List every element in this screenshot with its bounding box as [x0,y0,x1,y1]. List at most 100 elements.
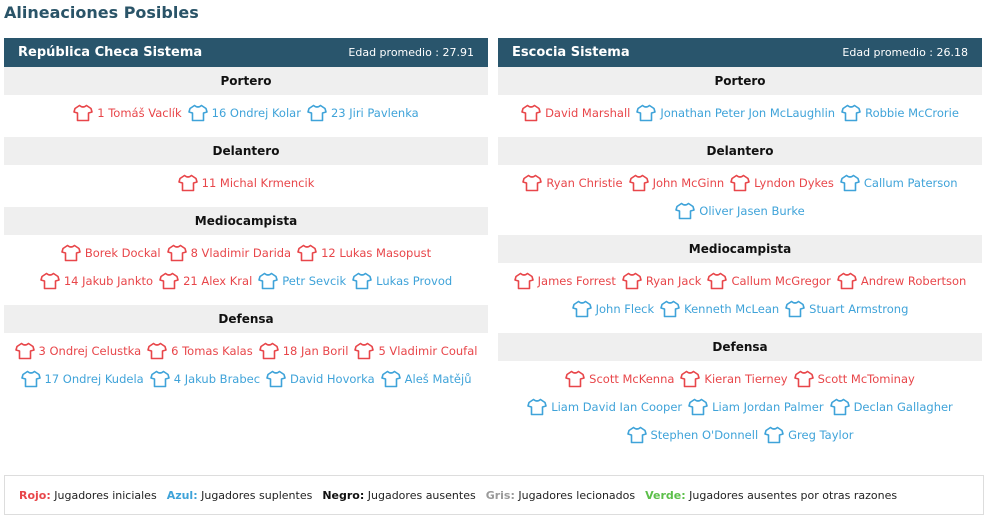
shirt-icon [40,272,60,290]
player-name: Jonathan Peter Jon McLaughlin [660,106,836,120]
shirt-icon [527,398,547,416]
player-link[interactable]: Jonathan Peter Jon McLaughlin [636,104,835,122]
section-header-delantero: Delantero [498,137,982,165]
player-link[interactable]: Callum McGregor [707,272,831,290]
player-link[interactable]: John Fleck [571,300,654,318]
player-link[interactable]: 17 Ondrej Kudela [20,370,144,388]
shirt-icon [841,104,861,122]
shirt-icon [680,370,701,388]
player-name: Liam David Ian Cooper [551,400,683,414]
shirt-icon [829,398,850,416]
shirt-icon [840,174,860,192]
player-row: Stephen O'Donnell Greg Taylor [498,421,982,449]
player-name: Kenneth McLean [684,302,780,316]
player-link[interactable]: Callum Paterson [840,174,958,192]
player-link[interactable]: 18 Jan Boril [258,342,349,360]
player-name: Andrew Robertson [860,274,967,288]
player-link[interactable]: Stephen O'Donnell [626,426,759,444]
player-link[interactable]: Oliver Jasen Burke [675,202,805,220]
legend-key: Rojo: [19,488,51,502]
shirt-icon [522,174,543,192]
section-players: Ryan Christie John McGinn Lyndon Dykes Call… [498,165,982,235]
shirt-icon [380,370,401,388]
player-row: 1 Tomáš Vaclík 16 Ondrej Kolar 23 Jiri Pav… [4,99,488,127]
player-name: 18 Jan Boril [282,344,349,358]
player-row: John Fleck Kenneth McLean Stuart Armstrong [498,295,982,323]
legend-item: Rojo: Jugadores iniciales [19,489,157,502]
player-name: 14 Jakub Jankto [63,274,154,288]
player-link[interactable]: Kieran Tierney [680,370,788,388]
player-link[interactable]: 16 Ondrej Kolar [187,104,301,122]
legend-item: Negro: Jugadores ausentes [322,489,475,502]
player-link[interactable]: Liam Jordan Palmer [688,398,824,416]
player-link[interactable]: Lukas Provod [352,272,452,290]
player-link[interactable]: Robbie McCrorie [841,104,959,122]
player-name: Borek Dockal [84,246,161,260]
player-name: James Forrest [537,274,616,288]
shirt-icon [166,244,187,262]
shirt-icon [258,272,279,290]
player-link[interactable]: Declan Gallagher [829,398,953,416]
player-link[interactable]: 12 Lukas Masopust [297,244,431,262]
section-players: James Forrest Ryan Jack Callum McGregor And… [498,263,982,333]
average-age: Edad promedio : 27.91 [348,46,474,59]
player-link[interactable]: Petr Sevcik [258,272,346,290]
section-players: David Marshall Jonathan Peter Jon McLaugh… [498,95,982,137]
player-link[interactable]: John McGinn [628,174,724,192]
player-link[interactable]: 1 Tomáš Vaclík [73,104,182,122]
player-row: 17 Ondrej Kudela 4 Jakub Brabec David Hovo… [4,365,488,393]
player-link[interactable]: Andrew Robertson [837,272,967,290]
section-header-defensa: Defensa [4,305,488,333]
player-link[interactable]: Liam David Ian Cooper [527,398,682,416]
player-link[interactable]: Scott McTominay [793,370,915,388]
player-link[interactable]: David Marshall [521,104,630,122]
player-link[interactable]: 11 Michal Krmencik [177,174,314,192]
player-link[interactable]: Borek Dockal [61,244,161,262]
shirt-icon [785,300,805,318]
player-name: Ryan Jack [645,274,702,288]
player-row: Oliver Jasen Burke [498,197,982,225]
player-link[interactable]: 14 Jakub Jankto [40,272,153,290]
player-name: Stephen O'Donnell [650,428,759,442]
shirt-icon [764,426,784,444]
player-link[interactable]: Greg Taylor [764,426,854,444]
shirt-icon [622,272,642,290]
shirt-icon [73,104,94,122]
team-panel-scotland: Escocia Sistema Edad promedio : 26.18 Po… [498,38,982,459]
player-link[interactable]: Lyndon Dykes [730,174,834,192]
player-link[interactable]: 23 Jiri Pavlenka [307,104,419,122]
player-name: David Hovorka [290,372,375,386]
color-legend: Rojo: Jugadores iniciales Azul: Jugadores… [4,475,984,515]
team-name: República Checa Sistema [18,45,203,60]
player-link[interactable]: 6 Tomas Kalas [147,342,253,360]
shirt-icon [628,174,649,192]
shirt-icon [571,300,592,318]
player-name: Robbie McCrorie [865,106,959,120]
player-link[interactable]: Ryan Jack [622,272,702,290]
player-name: Stuart Armstrong [809,302,909,316]
player-name: 23 Jiri Pavlenka [330,106,419,120]
player-link[interactable]: James Forrest [513,272,616,290]
shirt-icon [14,342,35,360]
player-link[interactable]: David Hovorka [266,370,375,388]
player-row: James Forrest Ryan Jack Callum McGregor And… [498,267,982,295]
shirt-icon [147,342,167,360]
player-link[interactable]: 3 Ondrej Celustka [14,342,141,360]
shirt-icon [187,104,208,122]
player-link[interactable]: Scott McKenna [565,370,674,388]
shirt-icon [352,272,372,290]
section-header-delantero: Delantero [4,137,488,165]
player-link[interactable]: Aleš Matějů [380,370,472,388]
player-link[interactable]: Stuart Armstrong [785,300,908,318]
player-name: 5 Vladimir Coufal [378,344,478,358]
shirt-icon [626,426,647,444]
player-link[interactable]: 5 Vladimir Coufal [354,342,477,360]
player-link[interactable]: Ryan Christie [522,174,623,192]
player-link[interactable]: 21 Alex Kral [159,272,252,290]
shirt-icon [354,342,375,360]
section-header-mediocampista: Mediocampista [498,235,982,263]
player-name: Liam Jordan Palmer [712,400,824,414]
player-link[interactable]: 8 Vladimir Darida [166,244,291,262]
player-link[interactable]: Kenneth McLean [660,300,779,318]
player-link[interactable]: 4 Jakub Brabec [149,370,260,388]
